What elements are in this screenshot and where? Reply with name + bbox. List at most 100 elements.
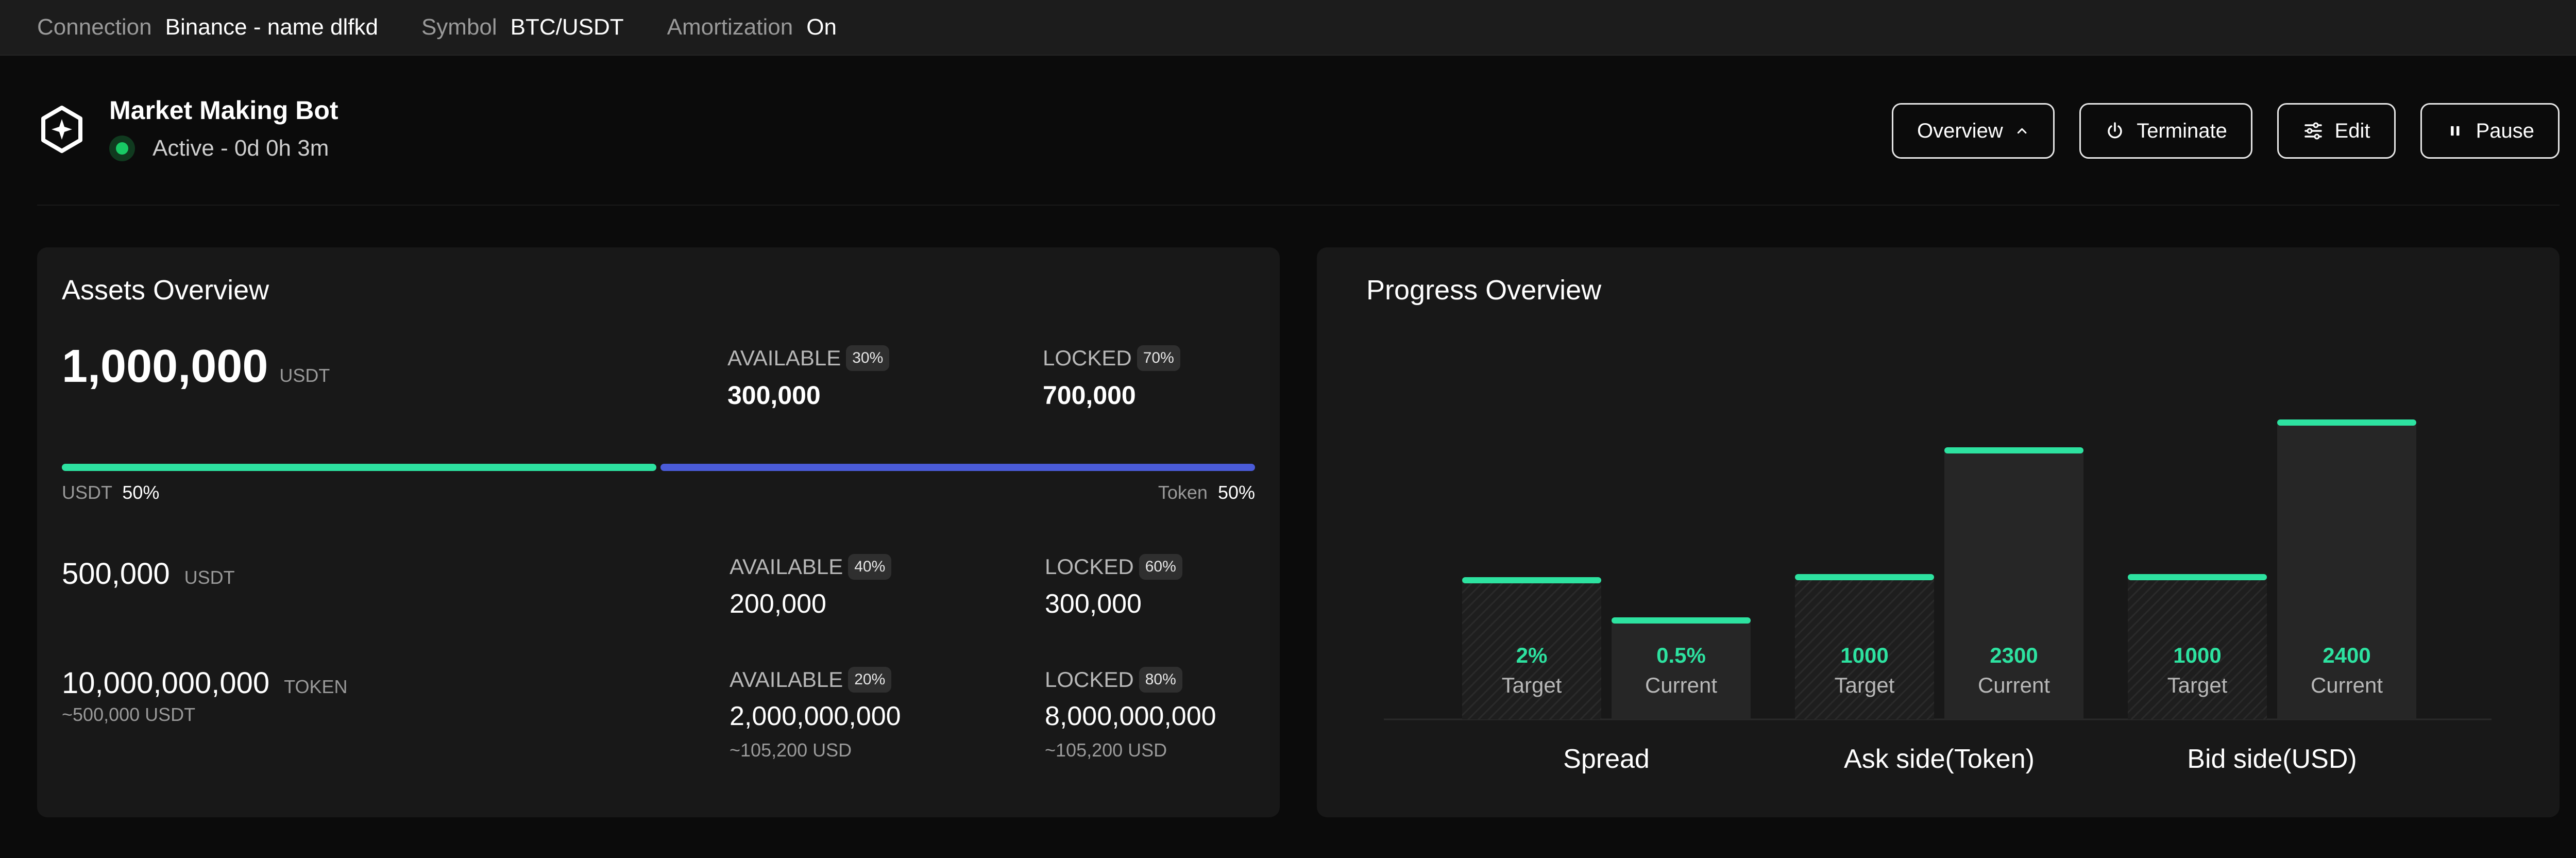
sliders-icon	[2304, 122, 2322, 140]
progress-overview-title: Progress Overview	[1366, 275, 1602, 306]
bar-value-label: 1000	[2173, 643, 2221, 667]
symbol-value: BTC/USDT	[510, 14, 624, 40]
token-locked-value: 8,000,000,000	[1045, 701, 1216, 731]
pause-icon	[2451, 126, 2460, 136]
progress-overview-card: Progress Overview 2% Target 0.5% Current Spr…	[1317, 247, 2560, 817]
available-label: AVAILABLE	[727, 346, 841, 370]
status-text: Active - 0d 0h 3m	[152, 136, 329, 161]
usdt-share-pct: 50%	[122, 482, 160, 503]
token-approx: ~500,000 USDT	[62, 704, 196, 725]
usdt-share-label: USDT	[62, 482, 112, 503]
bar-cap	[1462, 577, 1601, 583]
connection-label: Connection	[37, 14, 152, 40]
usdt-available-label: AVAILABLE 40%	[730, 554, 892, 580]
connection-info: Connection Binance - name dlfkd	[37, 14, 378, 40]
bar-cap	[1795, 574, 1934, 580]
available-pct-badge: 20%	[848, 667, 892, 693]
edit-button[interactable]: Edit	[2277, 103, 2396, 159]
bar-cap	[2277, 419, 2416, 426]
bar-series-label: Current	[1645, 673, 1717, 697]
usdt-unit: USDT	[184, 567, 235, 588]
token-share-bar	[660, 464, 1255, 471]
token-available-value: 2,000,000,000	[730, 701, 901, 731]
status-indicator-icon	[109, 136, 135, 161]
overview-button[interactable]: Overview	[1892, 103, 2055, 159]
bar-target	[1795, 577, 1934, 719]
amortization-info: Amortization On	[667, 14, 837, 40]
symbol-info: Symbol BTC/USDT	[421, 14, 624, 40]
bar-target	[1462, 580, 1601, 719]
assets-overview-card: Assets Overview 1,000,000 USDT AVAILABLE…	[37, 247, 1280, 817]
terminate-button-label: Terminate	[2137, 119, 2227, 142]
usdt-value: 500,000	[62, 557, 170, 591]
progress-bar-chart: 2% Target 0.5% Current Spread 1000 Target 2300 C…	[1384, 419, 2492, 774]
bar-cap	[2128, 574, 2267, 580]
bar-value-label: 2%	[1516, 643, 1548, 667]
total-value: 1,000,000	[62, 341, 268, 392]
top-bar: Connection Binance - name dlfkd Symbol B…	[0, 0, 2576, 56]
bar-target	[2128, 577, 2267, 719]
total-locked-label: LOCKED 70%	[1043, 345, 1180, 371]
available-label: AVAILABLE	[730, 667, 843, 692]
bot-logo-icon	[41, 106, 82, 153]
total-balance: 1,000,000 USDT	[62, 340, 330, 393]
bar-series-label: Target	[1502, 673, 1562, 697]
token-locked-approx: ~105,200 USD	[1045, 739, 1167, 761]
pause-button-label: Pause	[2476, 119, 2534, 142]
available-pct-badge: 30%	[846, 345, 890, 371]
available-pct-badge: 40%	[848, 554, 892, 580]
edit-button-label: Edit	[2334, 119, 2370, 142]
bot-header: Market Making Bot Active - 0d 0h 3m	[37, 95, 2562, 167]
locked-label: LOCKED	[1045, 554, 1134, 579]
token-value: 10,000,000,000	[62, 666, 270, 700]
locked-label: LOCKED	[1043, 346, 1132, 370]
token-share-legend: Token 50%	[1158, 482, 1255, 503]
total-unit: USDT	[279, 365, 330, 386]
locked-pct-badge: 70%	[1137, 345, 1180, 371]
overview-button-label: Overview	[1917, 119, 2003, 142]
bar-series-label: Target	[1835, 673, 1895, 697]
power-icon	[2108, 122, 2122, 139]
bar-series-label: Current	[1978, 673, 2050, 697]
bar-series-label: Current	[2311, 673, 2383, 697]
total-available-label: AVAILABLE 30%	[727, 345, 890, 371]
locked-label: LOCKED	[1045, 667, 1134, 692]
token-share-pct: 50%	[1217, 482, 1255, 503]
usdt-available-value: 200,000	[730, 589, 826, 619]
category-label: Ask side(Token)	[1844, 744, 2035, 774]
token-available-approx: ~105,200 USD	[730, 739, 852, 761]
progress-chart: 2% Target 0.5% Current Spread 1000 Target 2300 C…	[1317, 247, 2560, 817]
amortization-value: On	[806, 14, 837, 40]
bar-cap	[1944, 447, 2083, 453]
usdt-share-bar	[62, 464, 656, 471]
bar-series-label: Target	[2167, 673, 2228, 697]
available-label: AVAILABLE	[730, 554, 843, 579]
connection-value: Binance - name dlfkd	[165, 14, 378, 40]
token-balance: 10,000,000,000 TOKEN	[62, 666, 348, 700]
bot-title: Market Making Bot	[109, 96, 338, 125]
category-label: Bid side(USD)	[2187, 744, 2357, 774]
terminate-button[interactable]: Terminate	[2079, 103, 2252, 159]
pause-button[interactable]: Pause	[2420, 103, 2560, 159]
usdt-locked-value: 300,000	[1045, 589, 1142, 619]
total-locked-value: 700,000	[1043, 381, 1136, 410]
chevron-up-icon	[2017, 128, 2027, 134]
locked-pct-badge: 60%	[1139, 554, 1182, 580]
bar-current	[1612, 620, 1751, 719]
usdt-share-legend: USDT 50%	[62, 482, 159, 503]
symbol-label: Symbol	[421, 14, 497, 40]
header-divider	[37, 205, 2560, 206]
bar-value-label: 0.5%	[1656, 643, 1706, 667]
token-share-label: Token	[1158, 482, 1208, 503]
usdt-balance: 500,000 USDT	[62, 557, 235, 591]
bar-value-label: 1000	[1840, 643, 1888, 667]
category-label: Spread	[1563, 744, 1650, 774]
bar-current	[2277, 423, 2416, 719]
bot-status: Active - 0d 0h 3m	[109, 136, 329, 161]
token-available-label: AVAILABLE 20%	[730, 667, 892, 693]
usdt-locked-label: LOCKED 60%	[1045, 554, 1182, 580]
bar-cap	[1612, 617, 1751, 624]
amortization-label: Amortization	[667, 14, 793, 40]
token-unit: TOKEN	[284, 676, 348, 697]
locked-pct-badge: 80%	[1139, 667, 1182, 693]
